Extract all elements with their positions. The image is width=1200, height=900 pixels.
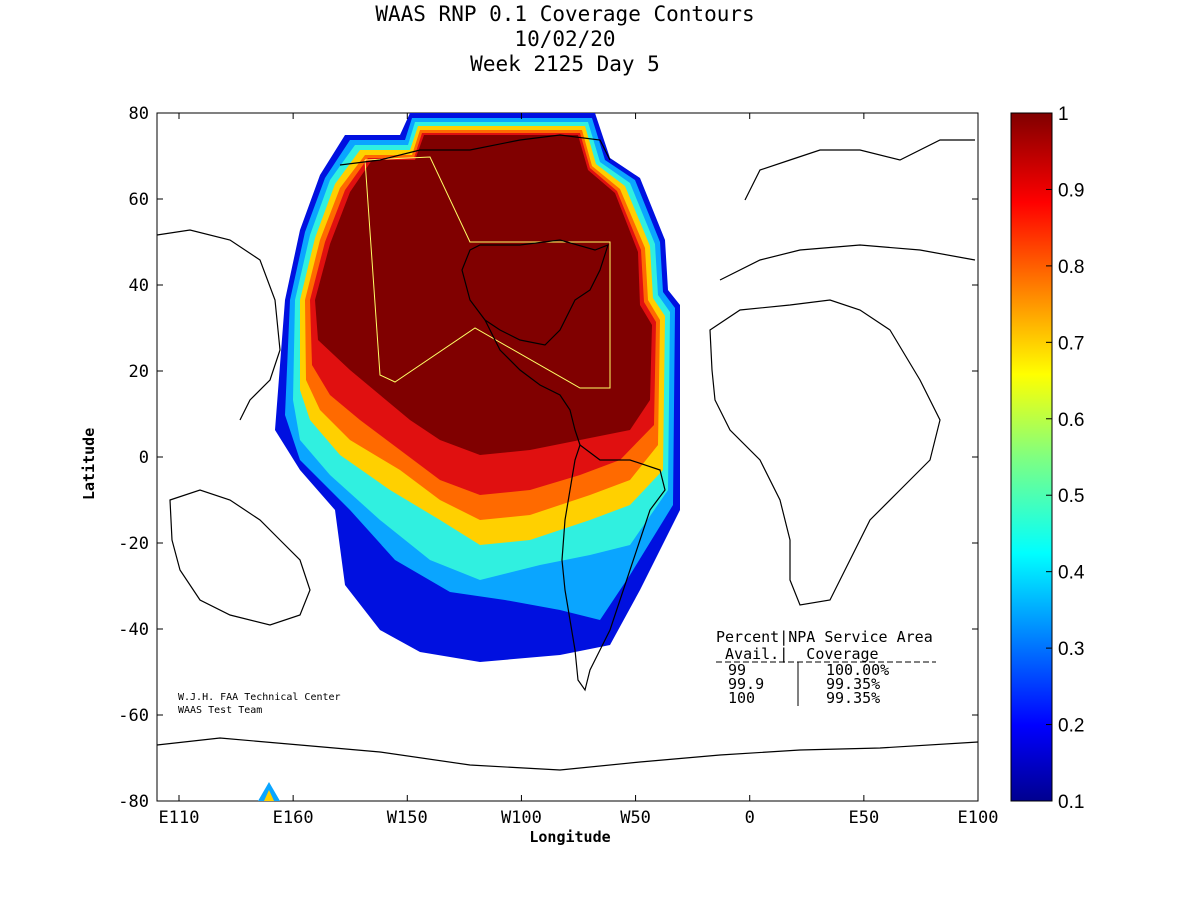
- colorbar-axis: 1 0.9 0.8 0.7 0.6 0.5 0.4 0.3 0.2 0.1: [1046, 104, 1085, 813]
- colorbar-tick-label: 0.1: [1058, 792, 1084, 813]
- chart-title-line-2: 10/02/20: [514, 27, 616, 51]
- table-row-1-coverage: 100.00%: [826, 661, 889, 679]
- table-row-1-avail: 99: [728, 661, 746, 679]
- y-tick-label: 60: [129, 190, 149, 210]
- colorbar-tick-label: 0.7: [1058, 333, 1084, 354]
- x-tick-label: W150: [387, 808, 428, 828]
- coverage-contours: [157, 113, 978, 771]
- y-axis: 80 60 40 20 0 -20 -40 -60 -80: [118, 104, 978, 812]
- credit-line-1: W.J.H. FAA Technical Center: [178, 692, 341, 703]
- stats-table: Percent|NPA Service Area Avail.| Coverag…: [716, 628, 936, 707]
- colorbar-tick-label: 0.9: [1058, 180, 1084, 201]
- table-header-1: Percent|NPA Service Area: [716, 628, 933, 646]
- service-area-outline: [364, 156, 611, 389]
- y-tick-label: 80: [129, 104, 149, 124]
- table-row-3-coverage: 99.35%: [826, 689, 880, 707]
- y-tick-label: -60: [118, 706, 149, 726]
- coastlines: [157, 134, 978, 771]
- y-tick-label: -20: [118, 534, 149, 554]
- x-tick-label: E160: [273, 808, 314, 828]
- credit-line-2: WAAS Test Team: [178, 705, 262, 716]
- x-tick-label: 0: [745, 808, 755, 828]
- table-header-2: Avail.| Coverage: [716, 645, 879, 663]
- y-tick-label: -80: [118, 792, 149, 812]
- x-tick-label: E50: [848, 808, 879, 828]
- chart-title-line-3: Week 2125 Day 5: [470, 52, 660, 76]
- contour-spike-south-inner: [264, 790, 274, 801]
- y-tick-label: 0: [139, 448, 149, 468]
- y-axis-label: Latitude: [80, 427, 98, 500]
- colorbar-tick-label: 1: [1058, 104, 1069, 125]
- colorbar-tick-label: 0.3: [1058, 639, 1084, 660]
- colorbar-tick-label: 0.8: [1058, 257, 1084, 278]
- x-axis: E110 E160 W150 W100 W50 0 E50 E100: [159, 113, 999, 828]
- table-row-2-coverage: 99.35%: [826, 675, 880, 693]
- x-tick-label: E110: [159, 808, 200, 828]
- colorbar-tick-label: 0.2: [1058, 716, 1084, 737]
- y-tick-label: 20: [129, 362, 149, 382]
- y-tick-label: 40: [129, 276, 149, 296]
- x-tick-label: W50: [620, 808, 651, 828]
- colorbar-tick-label: 0.5: [1058, 486, 1084, 507]
- colorbar-tick-label: 0.4: [1058, 563, 1085, 584]
- table-row-2-avail: 99.9: [728, 675, 764, 693]
- chart-title-line-1: WAAS RNP 0.1 Coverage Contours: [375, 2, 755, 26]
- colorbar-tick-label: 0.6: [1058, 410, 1084, 431]
- contour-band-darkred: [315, 135, 652, 455]
- x-tick-label: E100: [958, 808, 999, 828]
- table-row-3-avail: 100: [728, 689, 755, 707]
- x-tick-label: W100: [501, 808, 542, 828]
- colorbar: [1010, 112, 1053, 802]
- y-tick-label: -40: [118, 620, 149, 640]
- x-axis-label: Longitude: [529, 828, 611, 846]
